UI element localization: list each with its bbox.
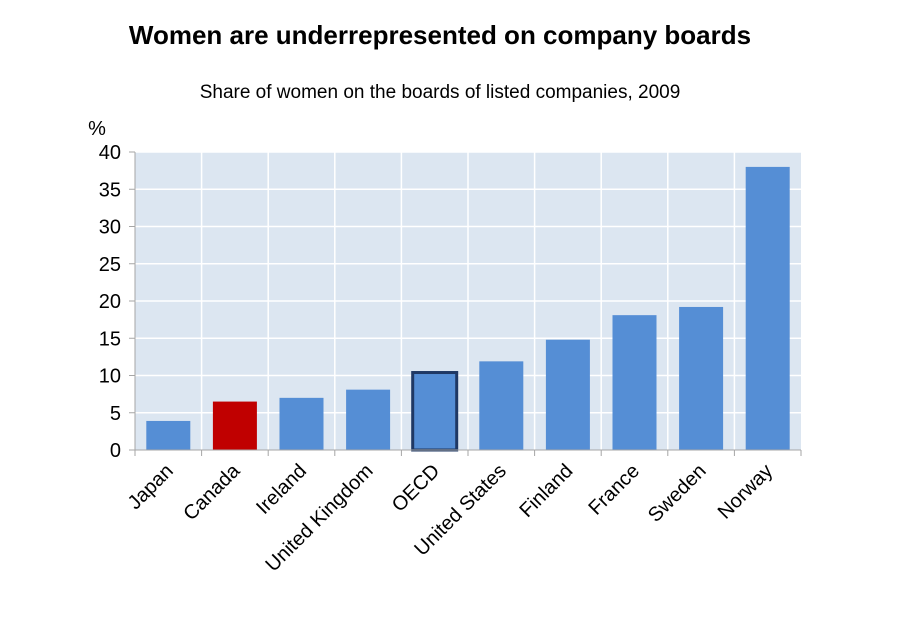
y-tick-label: 0 [110, 440, 121, 462]
y-tick-label: 40 [99, 142, 121, 164]
y-tick-labels: 0 5 10 15 20 25 30 35 40 [99, 142, 121, 462]
x-category-label: France [584, 460, 644, 520]
y-tick-label: 15 [99, 328, 121, 350]
bar-sweden [679, 306, 724, 450]
bar-ireland [279, 397, 324, 450]
bar-finland [545, 339, 590, 450]
x-category-label: Sweden [644, 460, 711, 527]
x-category-label: Ireland [252, 460, 311, 519]
y-tick-label: 20 [99, 291, 121, 313]
x-category-label: OECD [388, 460, 444, 516]
bar-japan [146, 420, 191, 450]
bar-canada [212, 401, 257, 450]
bars [146, 166, 790, 452]
bar-united-kingdom [346, 389, 391, 450]
x-category-label: Norway [714, 460, 777, 523]
bar-united-states [479, 361, 524, 450]
y-tick-label: 35 [99, 179, 121, 201]
bar-oecd [411, 371, 459, 452]
bar-france [612, 315, 657, 450]
x-category-label: Canada [179, 459, 245, 525]
y-tick-label: 25 [99, 254, 121, 276]
y-tick-label: 5 [110, 403, 121, 425]
y-tick-label: 30 [99, 217, 121, 239]
y-tick-label: 10 [99, 366, 121, 388]
y-axis-unit-label: % [88, 118, 106, 140]
x-category-label: Japan [124, 460, 178, 514]
chart-title: Women are underrepresented on company bo… [128, 20, 752, 50]
chart-subtitle: Share of women on the boards of listed c… [199, 82, 681, 103]
axes [129, 151, 802, 456]
x-category-label: Finland [515, 460, 577, 522]
bar-norway [745, 166, 790, 450]
